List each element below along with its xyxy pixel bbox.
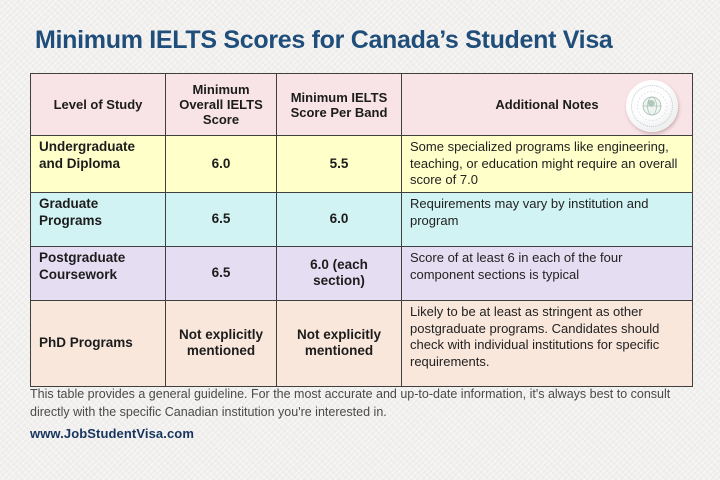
table-header-row: Level of Study Minimum Overall IELTS Sco… [30, 73, 693, 136]
cell-level: Undergraduate and Diploma [30, 135, 166, 193]
cell-level: PhD Programs [30, 299, 166, 387]
cell-notes: Likely to be at least as stringent as ot… [401, 299, 693, 387]
cell-level: Postgraduate Coursework [30, 245, 166, 301]
column-header-overall-score: Minimum Overall IELTS Score [165, 73, 277, 136]
ielts-scores-table: Level of Study Minimum Overall IELTS Sco… [30, 73, 693, 387]
page-title: Minimum IELTS Scores for Canada’s Studen… [35, 26, 613, 54]
table-row-undergraduate: Undergraduate and Diploma 6.0 5.5 Some s… [30, 135, 693, 193]
cell-per-band-score: 6.0 [276, 191, 402, 247]
globe-icon [637, 91, 667, 121]
cell-notes: Some specialized programs like engineeri… [401, 135, 693, 193]
column-header-per-band-score: Minimum IELTS Score Per Band [276, 73, 402, 136]
cell-notes: Score of at least 6 in each of the four … [401, 245, 693, 301]
cell-per-band-score: 5.5 [276, 135, 402, 193]
table-row-postgraduate: Postgraduate Coursework 6.5 6.0 (each se… [30, 245, 693, 301]
table-row-phd: PhD Programs Not explicitly mentioned No… [30, 299, 693, 387]
cell-overall-score: 6.5 [165, 191, 277, 247]
footer-disclaimer: This table provides a general guideline.… [30, 387, 671, 420]
cell-per-band-score: Not explicitly mentioned [276, 299, 402, 387]
website-text: www.JobStudentVisa.com [30, 426, 195, 441]
column-header-level-of-study: Level of Study [30, 73, 166, 136]
cell-notes: Requirements may vary by institution and… [401, 191, 693, 247]
table-row-graduate: Graduate Programs 6.5 6.0 Requirements m… [30, 191, 693, 247]
cell-overall-score: Not explicitly mentioned [165, 299, 277, 387]
cell-per-band-score: 6.0 (each section) [276, 245, 402, 301]
globe-seal-watermark [626, 80, 678, 132]
cell-overall-score: 6.0 [165, 135, 277, 193]
cell-level: Graduate Programs [30, 191, 166, 247]
cell-overall-score: 6.5 [165, 245, 277, 301]
seal-ring [631, 85, 673, 127]
